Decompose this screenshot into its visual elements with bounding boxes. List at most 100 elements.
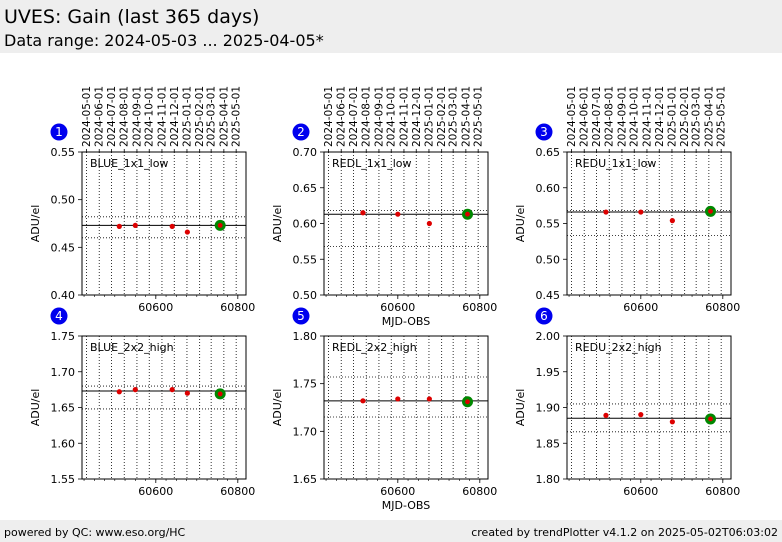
data-point [184, 390, 190, 396]
panel-badge-number: 1 [55, 125, 63, 139]
footer-bar: powered by QC: www.eso.org/HC created by… [0, 520, 782, 542]
last-data-point-center [465, 399, 470, 405]
header-bar: UVES: Gain (last 365 days) Data range: 2… [0, 0, 782, 53]
y-tick-label: 1.80 [536, 473, 561, 486]
date-tick-label: 2025-03-01 [691, 86, 703, 147]
y-tick-label: 0.40 [51, 289, 76, 302]
date-tick-label: 2025-04-01 [460, 86, 472, 147]
date-tick-label: 2024-08-01 [361, 86, 373, 147]
panel-badge-number: 5 [297, 309, 305, 323]
date-tick-label: 2024-07-01 [591, 86, 603, 147]
date-tick-label: 2024-12-01 [654, 86, 666, 147]
panel-4: 1.55 1.60 1.65 1.70 1.75 60600 60800 ADU/el BLUE… [29, 307, 255, 498]
date-tick-label: 2024-05-01 [81, 86, 93, 147]
panel-badge [292, 123, 310, 141]
panel-label: REDL_2x2_high [332, 341, 417, 354]
x-tick-label: 60600 [138, 301, 173, 314]
date-tick-label: 2024-11-01 [398, 86, 410, 147]
y-tick-label: 0.70 [293, 146, 318, 159]
y-tick-label: 1.90 [536, 402, 561, 415]
panel-1: 2024-05-01 2024-06-01 2024-07-01 2024-08-01… [29, 86, 255, 314]
x-tick-label: 60800 [220, 301, 255, 314]
date-tick-label: 2025-05-01 [231, 86, 243, 147]
x-tick-label: 60800 [705, 301, 740, 314]
date-tick-label: 2024-11-01 [641, 86, 653, 147]
x-tick-label: 60800 [220, 485, 255, 498]
data-point [132, 222, 138, 229]
x-tick-label: 60600 [623, 485, 658, 498]
last-data-point-center [217, 223, 223, 228]
y-tick-label: 0.50 [51, 194, 76, 207]
page-subtitle: Data range: 2024-05-03 ... 2025-04-05* [4, 31, 324, 50]
y-tick-label: 0.60 [536, 182, 561, 195]
date-tick-label: 2025-01-01 [423, 86, 435, 147]
data-point [638, 209, 644, 215]
data-point [426, 396, 432, 402]
x-tick-label: 60600 [138, 485, 173, 498]
date-tick-label: 2025-01-01 [181, 86, 193, 147]
y-tick-label: 1.65 [293, 473, 318, 486]
y-tick-label: 0.50 [536, 253, 561, 266]
last-data-point-center [465, 211, 470, 217]
panel-badge-number: 6 [540, 309, 548, 323]
data-point [426, 220, 432, 227]
date-tick-label: 2025-01-01 [666, 86, 678, 147]
data-point [184, 229, 190, 235]
panel-badge [535, 123, 553, 141]
panel-badge-number: 2 [297, 125, 305, 139]
panel-label: REDL_1x1_low [332, 157, 411, 170]
last-data-point-center [708, 208, 713, 214]
y-tick-label: 2.00 [536, 330, 561, 343]
date-tick-label: 2024-06-01 [336, 86, 348, 147]
last-data-point-center [217, 391, 223, 397]
date-tick-label: 2024-08-01 [604, 86, 616, 147]
y-tick-label: 1.75 [293, 378, 318, 391]
x-axis-label: MJD-OBS [382, 499, 430, 512]
y-tick-label: 1.60 [51, 437, 76, 450]
y-tick-label: 0.45 [536, 289, 561, 302]
data-point [669, 218, 675, 224]
date-tick-label: 2024-12-01 [169, 86, 181, 147]
x-axis-label: MJD-OBS [382, 315, 430, 328]
date-tick-label: 2024-06-01 [94, 86, 106, 147]
date-tick-label: 2025-03-01 [448, 86, 460, 147]
x-tick-label: 60600 [380, 485, 415, 498]
plot-frame [323, 335, 489, 480]
date-tick-label: 2025-04-01 [703, 86, 715, 147]
data-point [116, 223, 122, 229]
y-tick-label: 0.65 [536, 146, 561, 159]
y-tick-label: 1.80 [293, 330, 318, 343]
panel-label: BLUE_1x1_low [90, 157, 168, 170]
panel-badge [292, 307, 310, 325]
panel-badge [535, 307, 553, 325]
y-axis-label: ADU/el [29, 205, 42, 243]
date-tick-label: 2024-05-01 [323, 86, 335, 147]
date-tick-label: 2025-03-01 [206, 86, 218, 147]
data-point [169, 223, 175, 229]
x-tick-label: 60600 [623, 301, 658, 314]
data-point [603, 209, 609, 215]
date-tick-label: 2024-09-01 [373, 86, 385, 147]
x-tick-label: 60600 [380, 301, 415, 314]
date-tick-label: 2025-04-01 [218, 86, 230, 147]
date-tick-label: 2024-11-01 [156, 86, 168, 147]
panel-label: REDU_2x2_high [575, 341, 662, 354]
page-title: UVES: Gain (last 365 days) [4, 6, 260, 28]
panel-6: 1.80 1.85 1.90 1.95 2.00 60600 60800 ADU/el REDU… [514, 307, 740, 498]
y-axis-label: ADU/el [514, 205, 527, 243]
trend-plots: 2024-05-01 2024-06-01 2024-07-01 2024-08-01… [29, 86, 740, 512]
date-tick-label: 2024-10-01 [629, 86, 641, 147]
y-tick-label: 0.60 [293, 218, 318, 231]
y-tick-label: 0.50 [293, 289, 318, 302]
y-axis-label: ADU/el [29, 389, 42, 427]
y-axis-label: ADU/el [271, 205, 284, 243]
y-tick-label: 1.70 [51, 366, 76, 379]
date-tick-label: 2025-02-01 [679, 86, 691, 147]
data-point [669, 419, 675, 425]
plot-frame [81, 335, 247, 480]
footer-credit: powered by QC: www.eso.org/HC [4, 526, 186, 539]
footer-created: created by trendPlotter v4.1.2 on 2025-0… [471, 526, 778, 539]
date-tick-label: 2024-07-01 [106, 86, 118, 147]
date-tick-label: 2025-05-01 [473, 86, 485, 147]
data-point [169, 387, 175, 393]
